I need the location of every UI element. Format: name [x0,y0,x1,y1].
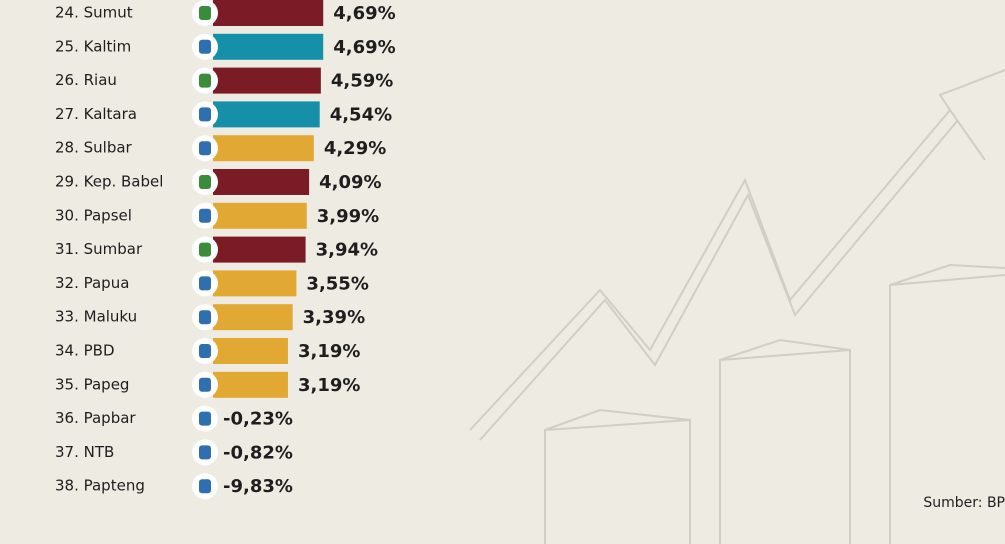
bar [213,169,310,195]
category-label: 26. Riau [55,71,117,89]
category-label: 36. Papbar [55,409,136,427]
category-label: 27. Kaltara [55,105,137,123]
bar [213,338,288,364]
region-emblem [199,276,211,291]
region-emblem [199,73,211,88]
category-label: 35. Papeg [55,375,129,393]
value-label: 4,29% [324,138,386,159]
value-label: 3,94% [316,240,378,261]
category-label: 29. Kep. Babel [55,173,163,191]
bar [213,67,321,94]
value-label: -9,83% [223,476,293,497]
source-note: Sumber: BP [923,495,1005,511]
category-label: 32. Papua [55,274,129,292]
category-label: 28. Sulbar [55,139,133,157]
value-label: 3,39% [303,307,365,328]
region-emblem [199,6,211,20]
region-emblem [199,377,211,392]
region-emblem [199,310,211,325]
bar [213,33,324,60]
category-label: 33. Maluku [55,308,137,326]
region-emblem [199,175,211,189]
value-label: 4,59% [331,71,393,92]
value-label: 4,69% [333,3,395,24]
category-label: 30. Papsel [55,206,132,224]
bar [213,236,306,263]
value-label: 4,69% [333,37,395,58]
category-label: 34. PBD [55,342,115,360]
region-emblem [199,411,211,426]
region-emblem [199,344,211,358]
sketch-decoration [469,69,1005,544]
value-label: -0,82% [223,442,293,463]
value-label: 3,19% [298,341,360,362]
region-emblem [199,479,211,494]
bar [213,270,297,297]
category-label: 25. Kaltim [55,37,131,55]
region-emblem [199,445,211,460]
region-emblem [199,141,211,156]
category-label: 31. Sumbar [55,240,143,258]
bar [213,304,293,331]
category-label: 38. Papteng [55,477,145,495]
value-label: 4,09% [319,172,381,193]
bar [213,202,307,229]
bar [213,135,314,162]
category-label: 24. Sumut [55,4,133,22]
value-label: 3,99% [317,206,379,227]
value-label: 3,55% [306,273,368,294]
value-label: 3,19% [298,375,360,396]
region-emblem [199,242,211,257]
value-label: -0,23% [223,409,293,430]
bar [213,0,324,26]
bar [213,371,288,398]
category-label: 37. NTB [55,443,114,461]
region-emblem [199,107,211,122]
value-label: 4,54% [330,104,392,125]
region-emblem [199,39,211,54]
region-emblem [199,208,211,223]
bar [213,101,320,128]
